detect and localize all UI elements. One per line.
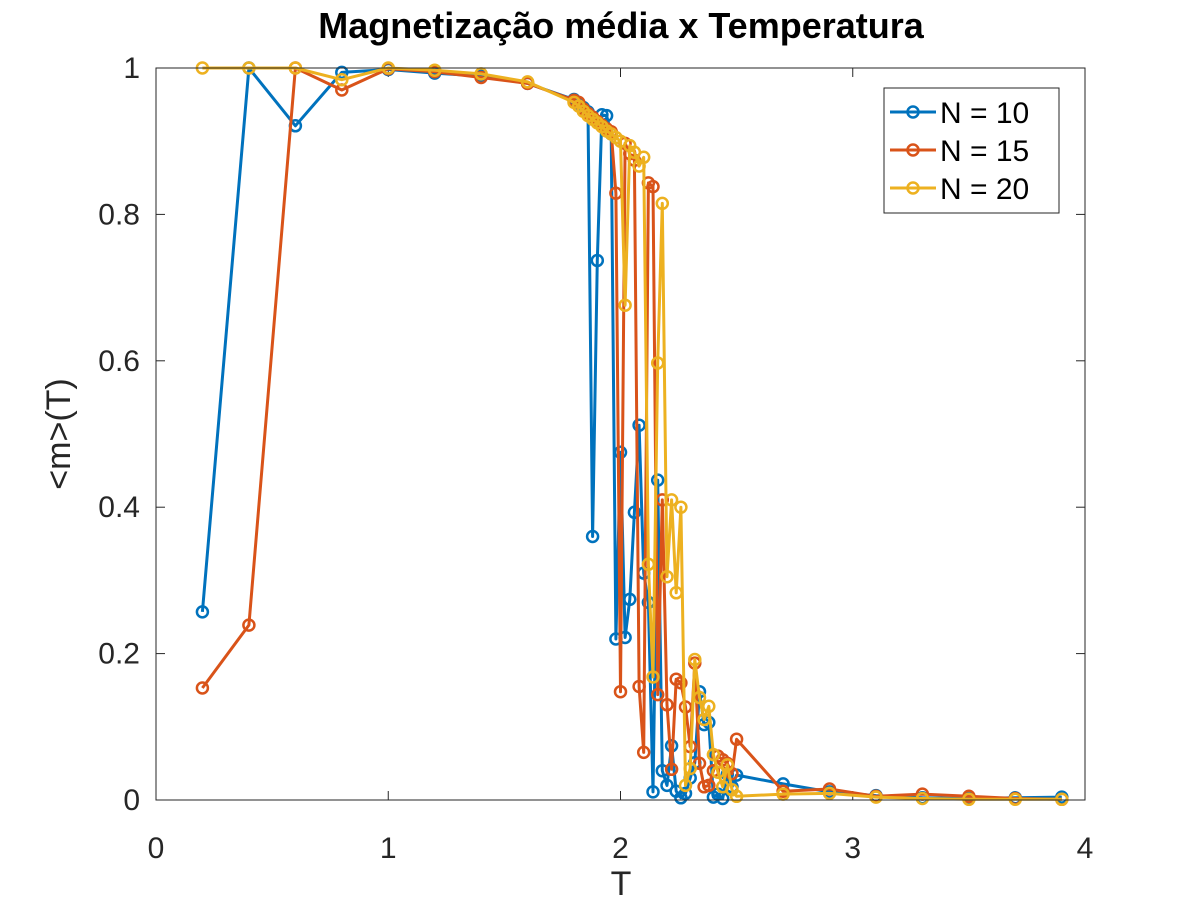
data-point [627,505,642,520]
data-point [623,592,637,607]
chart-title: Magnetização média x Temperatura [318,5,925,46]
data-point [242,618,256,632]
legend-marker [906,181,920,195]
data-point [702,699,716,714]
data-point [632,679,646,694]
series-3 [195,61,1069,807]
series-layer [195,61,1069,807]
data-point [697,712,711,727]
data-point [335,65,349,80]
data-point [683,761,697,776]
series-line [202,66,1062,801]
data-point [613,684,628,699]
data-point [692,690,707,705]
legend-item: N = 15 [890,135,1029,168]
data-point [674,676,688,690]
data-point [678,778,693,793]
legend: N = 10 N = 15 N = 20 [883,87,1060,214]
legend-item: N = 10 [890,97,1029,130]
data-point [636,150,651,165]
y-axis-label: <m>(T) [40,378,78,489]
y-tick-label: 0 [123,784,140,817]
data-point [618,298,632,312]
data-point [646,179,660,194]
y-tick-label: 0.2 [98,638,140,671]
data-point [195,681,210,695]
data-point [646,785,660,799]
data-point [646,670,660,684]
data-point [195,605,210,619]
data-point [822,786,837,801]
data-point [664,762,679,777]
plot-frame [155,67,1086,801]
x-tick-label: 4 [1077,832,1094,865]
data-point [660,698,674,712]
data-point [650,473,665,487]
data-point [650,356,665,370]
y-tick-label: 0.6 [98,345,140,378]
x-tick-label: 1 [380,832,397,865]
y-tick-label: 1 [123,52,140,85]
data-point [664,493,679,507]
data-point [585,529,600,544]
data-point [655,196,670,211]
legend-item: N = 20 [890,173,1029,206]
data-point [1008,792,1023,807]
y-tick-label: 0.4 [98,491,140,524]
data-point [915,791,930,806]
data-point [335,72,349,87]
data-point [660,569,674,584]
data-point [711,765,725,779]
data-point [427,63,442,77]
data-point [636,745,651,760]
data-point [669,586,683,600]
data-point [688,652,702,667]
data-point [869,790,883,804]
x-tick-label: 0 [148,832,165,865]
data-point [613,445,628,460]
x-axis-label: T [611,865,632,900]
data-point [678,786,693,801]
data-point [702,778,716,793]
data-point [1055,792,1069,807]
data-point [520,75,535,89]
data-point [720,758,735,772]
legend-label: N = 20 [940,173,1029,206]
x-tick-label: 2 [612,832,629,865]
data-point [674,500,688,514]
data-point [729,732,744,746]
legend-label: N = 15 [940,135,1029,168]
data-point [729,789,744,804]
legend-marker [906,143,920,157]
x-tick-label: 3 [844,832,861,865]
axis-tick-labels: 0 1 2 3 4 0 0.2 0.4 0.6 0.8 1 [98,52,1093,865]
data-point [660,778,674,793]
data-point [641,557,656,572]
legend-marker [906,105,920,119]
legend-label: N = 10 [940,97,1029,130]
data-point [632,418,646,432]
data-point [650,687,665,702]
data-point [655,763,670,778]
data-point [962,792,976,807]
data-point [706,747,721,762]
y-tick-label: 0.8 [98,198,140,231]
data-point [590,253,605,268]
